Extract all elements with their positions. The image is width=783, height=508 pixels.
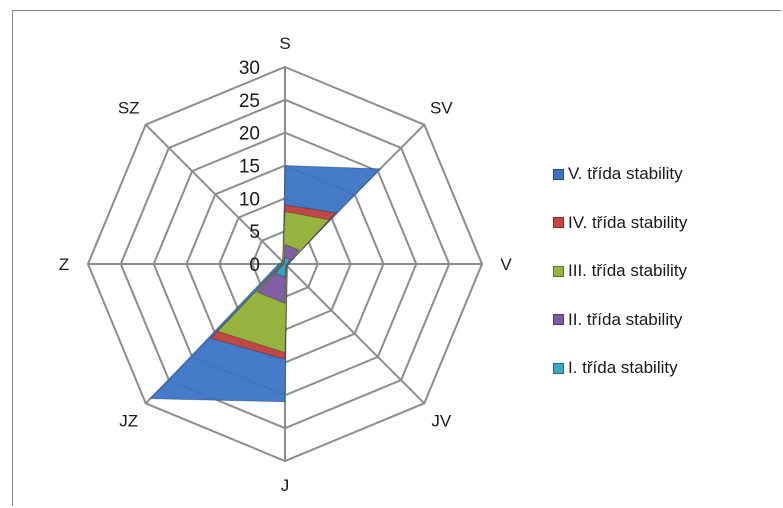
tick-label: 5 <box>249 222 260 243</box>
grid-spoke <box>144 123 286 265</box>
tick-label: 20 <box>239 124 260 145</box>
legend-swatch <box>553 265 564 277</box>
grid-spoke <box>284 263 426 405</box>
legend-item: III. třída stability <box>553 247 687 296</box>
radar-labels: 0 5 10 15 20 25 30 S SV V JV J JZ Z SZ <box>59 34 513 495</box>
legend: V. třída stability IV. třída stability III… <box>553 150 687 393</box>
series-area-5 <box>274 256 291 278</box>
legend-item: II. třída stability <box>553 296 687 345</box>
legend-label: IV. třída stability <box>568 212 688 232</box>
legend-swatch <box>553 314 564 326</box>
legend-label: I. třída stability <box>568 358 678 378</box>
tick-label: 30 <box>239 58 260 79</box>
radar-series <box>149 164 382 403</box>
legend-label: III. třída stability <box>568 261 688 281</box>
direction-label: SZ <box>118 99 140 118</box>
legend-swatch <box>553 168 564 180</box>
legend-item: IV. třída stability <box>553 199 687 248</box>
legend-swatch <box>553 217 564 229</box>
tick-label: 10 <box>239 189 260 210</box>
direction-label: J <box>281 476 290 495</box>
tick-label: 0 <box>249 255 260 276</box>
legend-item: V. třída stability <box>553 150 687 199</box>
direction-label: Z <box>59 255 69 274</box>
direction-label: V <box>500 255 512 274</box>
tick-label: 15 <box>239 157 260 178</box>
legend-item: I. třída stability <box>553 344 687 393</box>
legend-label: V. třída stability <box>568 164 683 184</box>
legend-label: II. třída stability <box>568 309 683 329</box>
direction-label: JV <box>431 411 452 430</box>
chart-frame <box>12 10 781 506</box>
direction-label: SV <box>430 99 453 118</box>
tick-label: 25 <box>239 91 260 112</box>
legend-swatch <box>553 362 564 374</box>
direction-label: S <box>279 34 290 53</box>
direction-label: JZ <box>119 411 138 430</box>
